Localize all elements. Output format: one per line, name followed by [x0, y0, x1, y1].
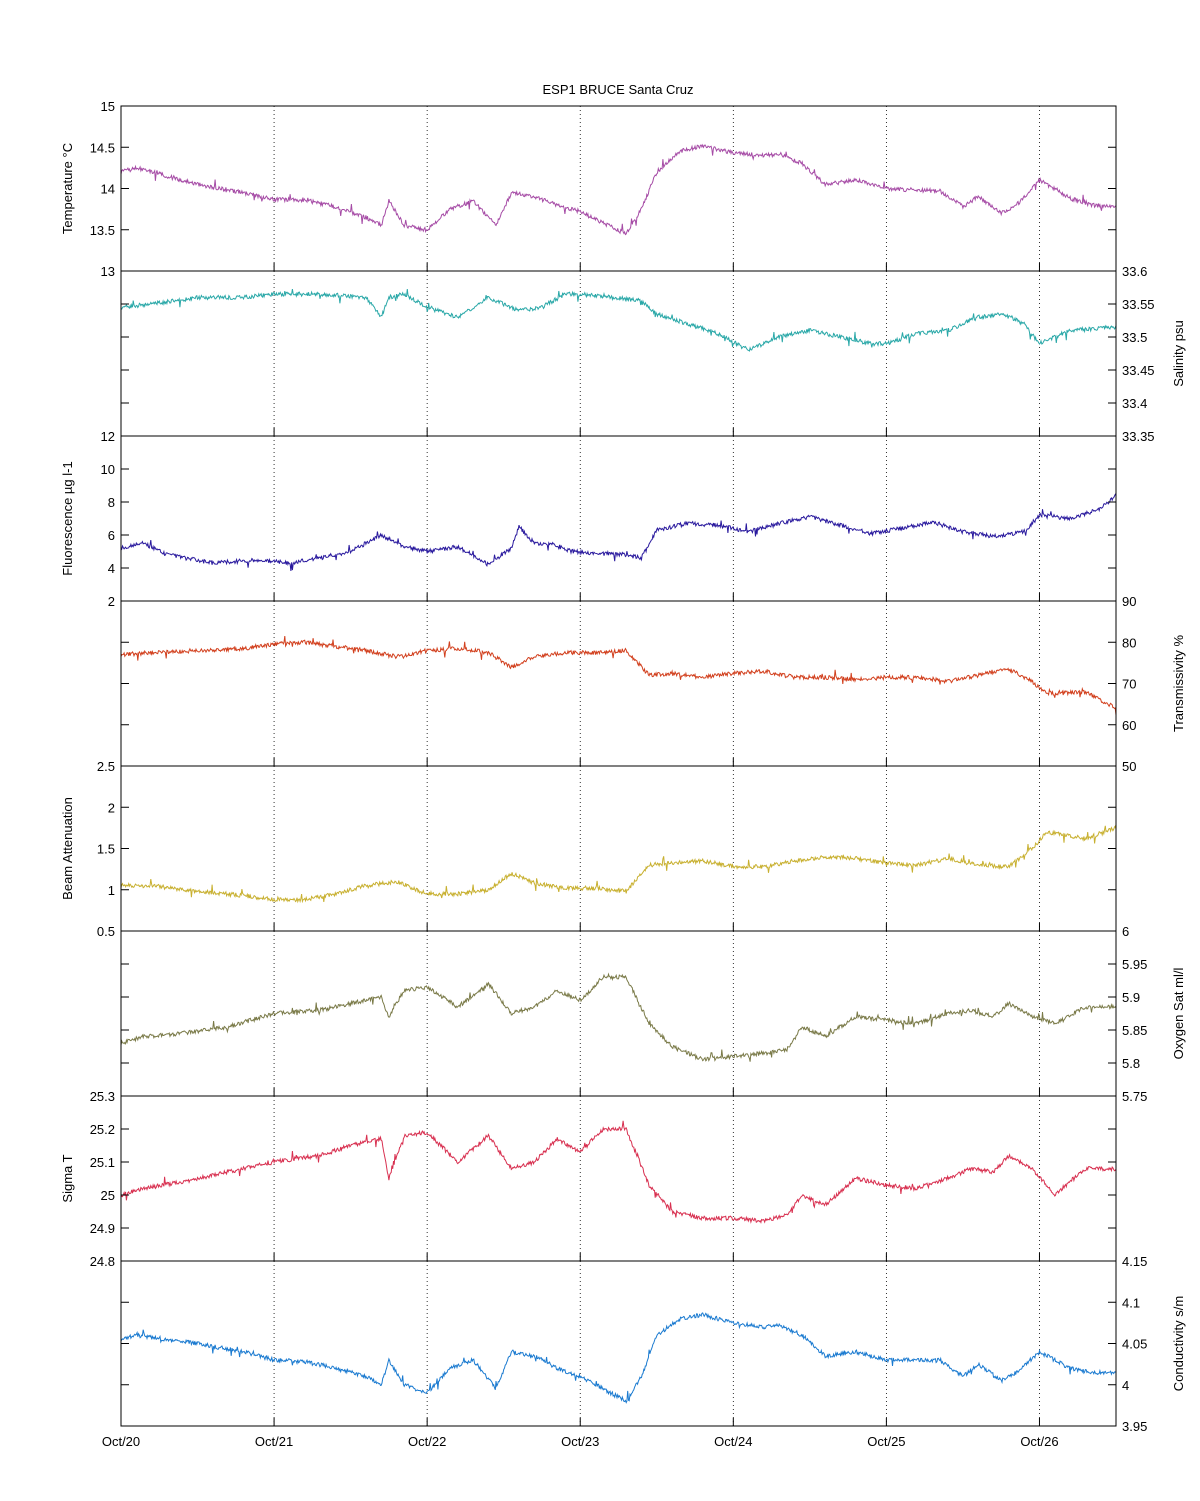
- y-tick-label: 33.4: [1122, 396, 1147, 411]
- y-tick-label: 15: [101, 99, 115, 114]
- y-tick-label: 5.95: [1122, 957, 1147, 972]
- y-tick-label: 4.1: [1122, 1295, 1140, 1310]
- panel-beam_attenuation: 0.5 1 1.5 2 2.5 Beam Attenuation: [60, 759, 1117, 939]
- y-axis-label: Transmissivity %: [1171, 635, 1186, 732]
- panel-salinity: 33.35 33.4 33.45 33.5 33.55 33.6 Salinity psu: [120, 264, 1186, 444]
- series-line-temperature: [120, 143, 1117, 236]
- series-line-conductivity: [120, 1312, 1117, 1404]
- panel-fluorescence: 2 4 6 8 10 12 Fluorescence µg l-1: [60, 429, 1117, 609]
- x-tick-label: Oct/24: [714, 1434, 752, 1449]
- y-axis-label: Beam Attenuation: [60, 797, 75, 900]
- series-line-sigma_t: [120, 1120, 1117, 1224]
- y-tick-label: 2: [108, 800, 115, 815]
- panel-frame: [120, 765, 1117, 932]
- y-tick-label: 25.1: [90, 1155, 115, 1170]
- y-tick-label: 14: [101, 182, 115, 197]
- x-tick-label: Oct/21: [255, 1434, 293, 1449]
- y-tick-label: 5.75: [1122, 1089, 1147, 1104]
- y-tick-label: 33.6: [1122, 264, 1147, 279]
- panel-sigma_t: 24.8 24.9 25 25.1 25.2 25.3 Sigma T: [60, 1089, 1117, 1269]
- y-tick-label: 14.5: [90, 140, 115, 155]
- y-tick-label: 5.8: [1122, 1056, 1140, 1071]
- panel-frame: [120, 1095, 1117, 1262]
- y-tick-label: 80: [1122, 635, 1136, 650]
- series-line-fluorescence: [120, 493, 1117, 572]
- y-axis-label: Sigma T: [60, 1154, 75, 1202]
- y-tick-label: 13.5: [90, 223, 115, 238]
- y-axis-label: Conductivity s/m: [1171, 1296, 1186, 1391]
- panel-temperature: 13 13.5 14 14.5 15 Temperature °C: [60, 99, 1117, 279]
- y-tick-label: 12: [101, 429, 115, 444]
- panel-frame: [120, 105, 1117, 272]
- y-tick-label: 6: [1122, 924, 1129, 939]
- y-tick-label: 1.5: [97, 842, 115, 857]
- panel-transmissivity: 50 60 70 80 90 Transmissivity %: [120, 594, 1186, 774]
- panel-conductivity: 3.95 4 4.05 4.1 4.15 Conductivity s/m: [120, 1254, 1186, 1434]
- y-tick-label: 33.35: [1122, 429, 1155, 444]
- y-tick-label: 6: [108, 528, 115, 543]
- panel-frame: [120, 1260, 1117, 1427]
- y-tick-label: 4: [1122, 1378, 1129, 1393]
- y-tick-label: 4.15: [1122, 1254, 1147, 1269]
- y-tick-label: 25: [101, 1188, 115, 1203]
- y-tick-label: 10: [101, 462, 115, 477]
- y-tick-label: 4.05: [1122, 1337, 1147, 1352]
- panel-frame: [120, 435, 1117, 602]
- series-line-oxygen: [120, 972, 1117, 1062]
- y-tick-label: 50: [1122, 759, 1136, 774]
- y-tick-label: 25.3: [90, 1089, 115, 1104]
- y-tick-label: 0.5: [97, 924, 115, 939]
- y-tick-label: 70: [1122, 677, 1136, 692]
- y-tick-label: 33.5: [1122, 330, 1147, 345]
- y-tick-label: 8: [108, 495, 115, 510]
- y-axis-label: Oxygen Sat ml/l: [1171, 968, 1186, 1060]
- x-tick-label: Oct/22: [408, 1434, 446, 1449]
- y-tick-label: 13: [101, 264, 115, 279]
- y-tick-label: 24.9: [90, 1221, 115, 1236]
- panel-frame: [120, 930, 1117, 1097]
- y-tick-label: 2.5: [97, 759, 115, 774]
- y-tick-label: 5.85: [1122, 1023, 1147, 1038]
- y-axis-label: Fluorescence µg l-1: [60, 461, 75, 575]
- x-tick-label: Oct/23: [561, 1434, 599, 1449]
- y-axis-label: Temperature °C: [60, 143, 75, 234]
- y-tick-label: 25.2: [90, 1122, 115, 1137]
- y-tick-label: 1: [108, 883, 115, 898]
- y-tick-label: 2: [108, 594, 115, 609]
- series-line-beam_attenuation: [120, 825, 1117, 904]
- y-tick-label: 33.45: [1122, 363, 1155, 378]
- y-axis-label: Salinity psu: [1171, 320, 1186, 386]
- series-line-salinity: [120, 289, 1117, 352]
- y-tick-label: 33.55: [1122, 297, 1155, 312]
- chart-title: ESP1 BRUCE Santa Cruz: [542, 82, 693, 97]
- x-tick-label: Oct/25: [867, 1434, 905, 1449]
- y-tick-label: 90: [1122, 594, 1136, 609]
- panel-frame: [120, 600, 1117, 767]
- x-tick-label: Oct/26: [1020, 1434, 1058, 1449]
- series-line-transmissivity: [120, 636, 1117, 716]
- y-tick-label: 5.9: [1122, 990, 1140, 1005]
- y-tick-label: 60: [1122, 718, 1136, 733]
- y-tick-label: 3.95: [1122, 1419, 1147, 1434]
- y-tick-label: 4: [108, 561, 115, 576]
- panel-oxygen: 5.75 5.8 5.85 5.9 5.95 6 Oxygen Sat ml/l: [120, 924, 1186, 1104]
- y-tick-label: 24.8: [90, 1254, 115, 1269]
- x-tick-label: Oct/20: [102, 1434, 140, 1449]
